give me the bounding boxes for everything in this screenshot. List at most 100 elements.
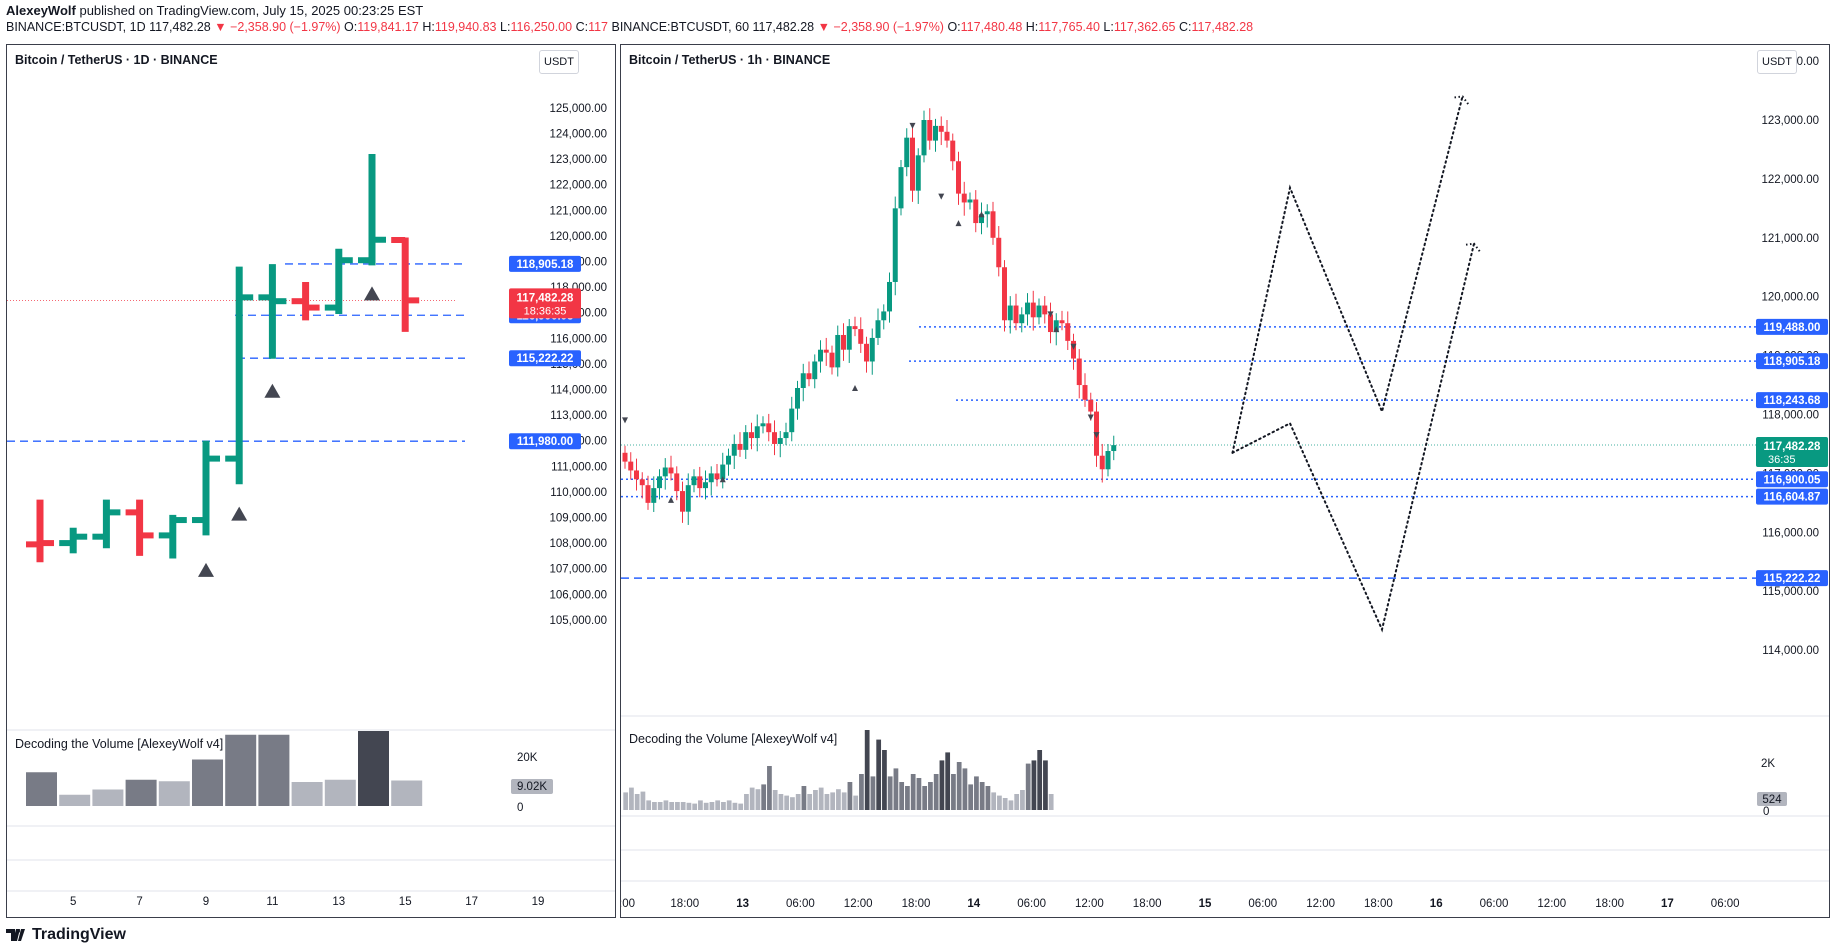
y-tick-label: 125,000.00 (549, 103, 607, 115)
level-badge (1756, 392, 1828, 409)
y-tick-label: 122,000.00 (1761, 174, 1819, 186)
volume-bar (876, 739, 882, 810)
x-tick-label: 14 (967, 898, 980, 910)
right-o: 117,480.48 (960, 20, 1023, 34)
volume-bar (910, 774, 916, 810)
y-tick-label: 116,000.00 (550, 333, 607, 345)
volume-bar (738, 803, 744, 810)
hourly-chart-svg[interactable]: 124,000.00123,000.00122,000.00121,000.00… (621, 45, 1829, 917)
volume-bar (726, 800, 732, 810)
volume-bar (1048, 794, 1054, 810)
left-h: 119,940.83 (434, 20, 497, 34)
level-badge-label: 119,488.00 (1764, 322, 1821, 334)
volume-bar (1043, 760, 1048, 810)
candle-body (864, 343, 869, 362)
last-price-badge (509, 288, 581, 319)
volume-bar (956, 762, 962, 810)
volume-bar (225, 734, 257, 806)
candle-body (869, 337, 875, 362)
down-arrow-marker (1087, 414, 1094, 421)
candle-body (772, 432, 777, 444)
volume-bar (853, 795, 859, 810)
candle-body (921, 120, 927, 156)
x-tick-label: 7 (136, 896, 142, 908)
up-arrow-marker (1053, 326, 1060, 333)
candle-body (927, 120, 933, 141)
candle-body (852, 326, 858, 330)
candle-body (760, 423, 766, 427)
hourly-chart-panel[interactable]: 124,000.00123,000.00122,000.00121,000.00… (620, 44, 1830, 918)
level-badge-label: 115,222.22 (517, 353, 574, 365)
volume-axis-label: 20K (517, 752, 538, 764)
tradingview-brand: TradingView (32, 926, 126, 943)
y-tick-label: 111,000.00 (551, 461, 607, 473)
x-tick-label: 19 (532, 896, 545, 908)
right-symbol: BINANCE:BTCUSDT, 60 (611, 20, 750, 34)
volume-bar (882, 750, 887, 810)
y-tick-label: 114,000.00 (550, 384, 607, 396)
volume-bar (258, 734, 290, 806)
volume-bar (291, 782, 323, 806)
level-badge (1756, 570, 1828, 587)
level-badge-label: 111,980.00 (517, 436, 573, 448)
left-l: 116,250.00 (510, 20, 573, 34)
x-tick-label: 18:00 (902, 898, 931, 910)
candle-body (915, 155, 921, 191)
daily-unit-button[interactable]: USDT (539, 50, 579, 74)
y-tick-label: 105,000.00 (549, 615, 607, 627)
volume-bar (709, 802, 715, 810)
x-tick-label: 06:00 (1711, 898, 1740, 910)
candle-body (984, 211, 990, 215)
hourly-volume-title[interactable]: Decoding the Volume [AlexeyWolf v4] (629, 732, 838, 746)
volume-bar (778, 794, 784, 810)
candle-body (645, 485, 651, 503)
x-tick-label: 12:00 (1537, 898, 1566, 910)
candle-body (875, 320, 881, 338)
candle-body (1059, 320, 1065, 324)
volume-badge-label: 524 (1762, 794, 1782, 806)
volume-bar (391, 780, 423, 806)
candle-body (749, 432, 754, 439)
candle-body (1042, 305, 1048, 315)
left-l-label: L: (500, 20, 511, 34)
volume-bar (813, 790, 818, 810)
candle-body (1088, 399, 1094, 412)
y-tick-label: 115,000.00 (1762, 586, 1819, 598)
volume-bar (692, 803, 698, 810)
hourly-unit-button[interactable]: USDT (1757, 50, 1797, 74)
volume-bar (997, 795, 1002, 810)
candle-body (1082, 385, 1088, 400)
left-o-label: O: (344, 20, 358, 34)
candle-body (1065, 323, 1071, 341)
candle-body (829, 352, 835, 368)
tradingview-logo[interactable]: TradingView (6, 926, 126, 944)
tradingview-logo-icon (6, 929, 25, 941)
volume-bar (807, 794, 813, 810)
hourly-chart-title: Bitcoin / TetherUS · 1h · BINANCE (629, 53, 831, 67)
daily-chart-panel[interactable]: 125,000.00 124,000.00 123,000.00 122,000.00… (6, 44, 616, 918)
volume-bar (859, 774, 864, 810)
volume-bar (59, 794, 91, 806)
y-tick-label: 116,000.00 (1762, 527, 1819, 539)
daily-chart-svg[interactable]: 125,000.00 124,000.00 123,000.00 122,000.00… (7, 45, 615, 917)
author-name[interactable]: AlexeyWolf (6, 3, 76, 18)
candle-body (1007, 305, 1013, 321)
candle-body (1019, 314, 1025, 324)
candle-body (956, 161, 961, 194)
daily-volume-title[interactable]: Decoding the Volume [AlexeyWolf v4] (15, 737, 224, 751)
candle-body (634, 470, 639, 480)
volume-bar (324, 779, 356, 806)
candle-body (708, 473, 714, 483)
candle-body (651, 488, 657, 503)
volume-bar (991, 792, 997, 810)
candle-body (910, 137, 915, 191)
candle-body (737, 443, 743, 450)
candle-body (835, 334, 841, 368)
volume-bar (767, 766, 772, 810)
level-badge-label: 115,222.22 (1764, 573, 1821, 585)
volume-bar (899, 782, 905, 810)
volume-bar (790, 797, 795, 810)
candle-body (933, 125, 938, 141)
y-tick-label: 109,000.00 (549, 512, 607, 524)
y-tick-label: 110,000.00 (550, 487, 607, 499)
